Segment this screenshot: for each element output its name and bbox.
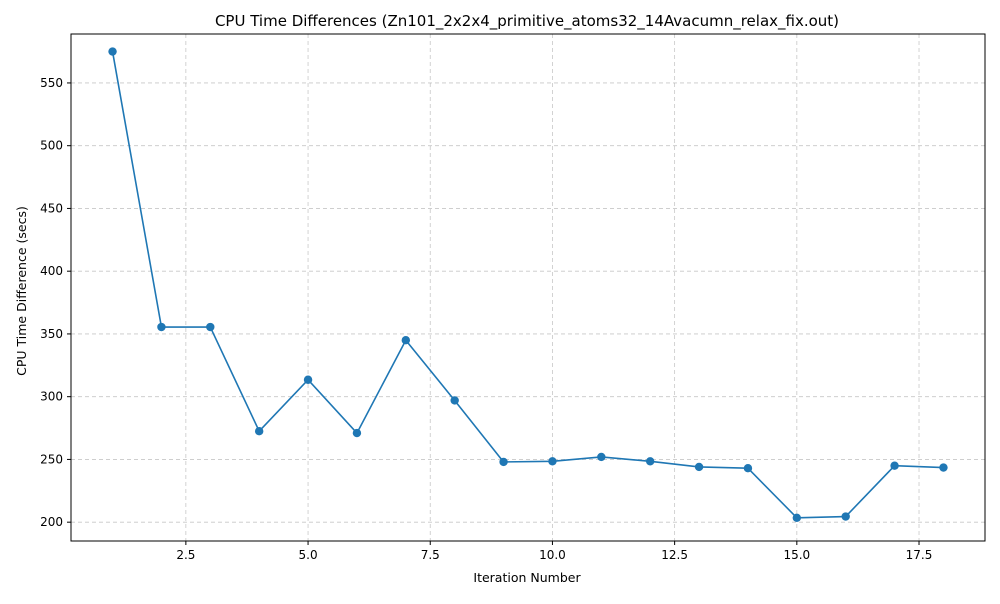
x-axis-ticks: 2.5 5.0 7.5 10.0 12.5 15.0 17.5 bbox=[176, 541, 932, 562]
data-point bbox=[890, 461, 899, 470]
y-tick-label: 350 bbox=[40, 327, 63, 341]
x-tick-label: 17.5 bbox=[906, 548, 933, 562]
data-point bbox=[450, 396, 459, 405]
data-point bbox=[206, 322, 215, 332]
x-axis-label: Iteration Number bbox=[473, 570, 581, 585]
y-tick-label: 500 bbox=[40, 139, 63, 153]
series-line-layer bbox=[111, 51, 944, 519]
data-point bbox=[548, 457, 557, 466]
x-tick-label: 2.5 bbox=[176, 548, 195, 562]
x-tick-label: 10.0 bbox=[539, 548, 566, 562]
series-line bbox=[111, 51, 944, 519]
y-tick-label: 400 bbox=[40, 264, 63, 278]
data-point bbox=[254, 426, 264, 436]
data-point bbox=[157, 322, 166, 332]
data-point bbox=[645, 457, 655, 466]
data-point bbox=[499, 457, 508, 467]
y-tick-label: 550 bbox=[40, 76, 63, 90]
x-tick-label: 5.0 bbox=[299, 548, 318, 562]
data-markers bbox=[108, 47, 948, 522]
grid-lines bbox=[71, 34, 985, 541]
data-point bbox=[792, 513, 802, 522]
y-tick-label: 250 bbox=[40, 452, 63, 466]
data-point bbox=[597, 452, 606, 462]
y-tick-label: 450 bbox=[40, 201, 63, 215]
data-point bbox=[303, 375, 313, 384]
y-tick-label: 200 bbox=[40, 515, 63, 529]
x-tick-label: 7.5 bbox=[421, 548, 440, 562]
data-point bbox=[694, 462, 704, 472]
data-point bbox=[401, 336, 411, 345]
x-tick-label: 15.0 bbox=[783, 548, 810, 562]
y-tick-label: 300 bbox=[40, 390, 63, 404]
x-tick-label: 12.5 bbox=[661, 548, 688, 562]
data-point bbox=[743, 464, 753, 473]
data-point bbox=[352, 428, 362, 438]
data-point bbox=[939, 463, 948, 472]
y-axis-label: CPU Time Difference (secs) bbox=[14, 206, 29, 376]
y-axis-ticks: 200 250 300 350 400 450 500 550 bbox=[40, 76, 71, 529]
data-point bbox=[108, 47, 117, 56]
chart-title: CPU Time Differences (Zn101_2x2x4_primit… bbox=[215, 12, 839, 31]
plot-area-frame bbox=[70, 33, 986, 542]
data-point bbox=[841, 512, 850, 521]
